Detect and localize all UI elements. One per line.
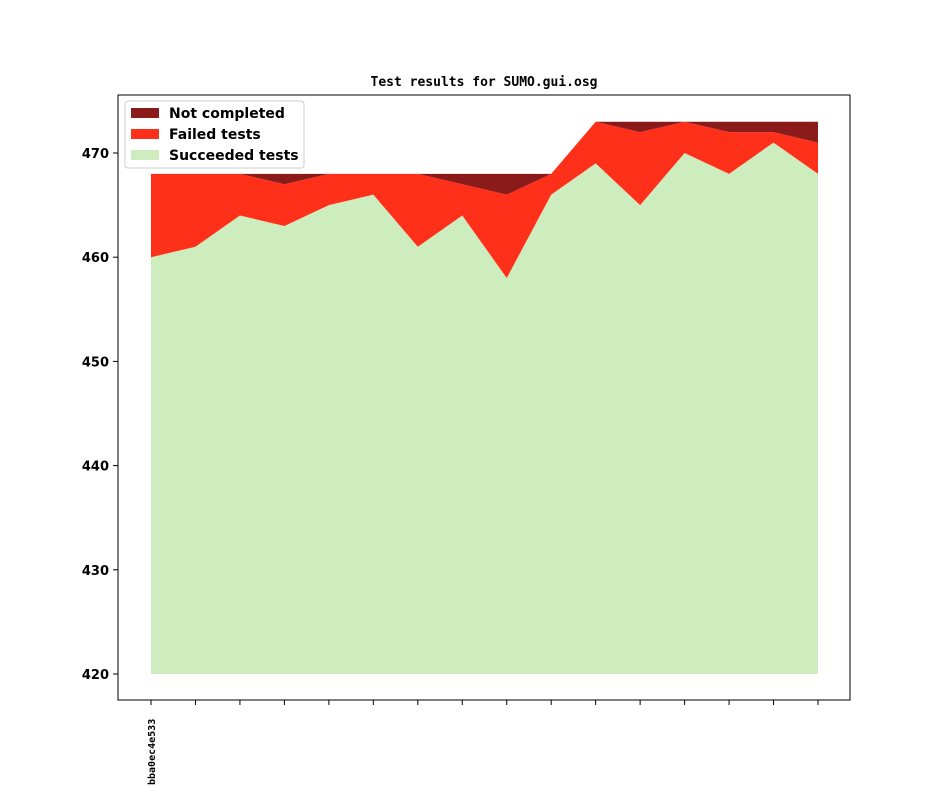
y-tick-label: 430 <box>82 564 109 579</box>
y-tick-label: 460 <box>82 251 109 266</box>
legend-label: Succeeded tests <box>169 148 299 164</box>
y-tick-label: 470 <box>82 147 109 162</box>
plot-frame <box>117 94 851 701</box>
x-axis: bba0ec4e533 <box>147 700 819 785</box>
legend-swatch <box>131 150 159 160</box>
legend: Not completed Failed tests Succeeded tests <box>124 100 305 169</box>
y-tick-label: 440 <box>82 460 109 475</box>
legend-label: Failed tests <box>169 127 261 143</box>
x-tick-label: bba0ec4e533 <box>147 719 158 785</box>
y-tick-label: 420 <box>82 668 109 683</box>
y-tick-label: 450 <box>82 355 109 370</box>
areas-layer <box>151 121 818 674</box>
legend-box <box>124 100 305 169</box>
y-axis: 420 430 440 450 460 470 <box>82 147 118 683</box>
legend-swatch <box>131 129 159 139</box>
area-failed-tests <box>151 121 818 279</box>
area-succeeded-tests <box>151 142 818 674</box>
area-not-completed <box>151 121 818 195</box>
legend-label: Not completed <box>169 106 285 122</box>
legend-swatch <box>131 108 159 118</box>
chart-title: Test results for SUMO.gui.osg <box>371 75 598 90</box>
